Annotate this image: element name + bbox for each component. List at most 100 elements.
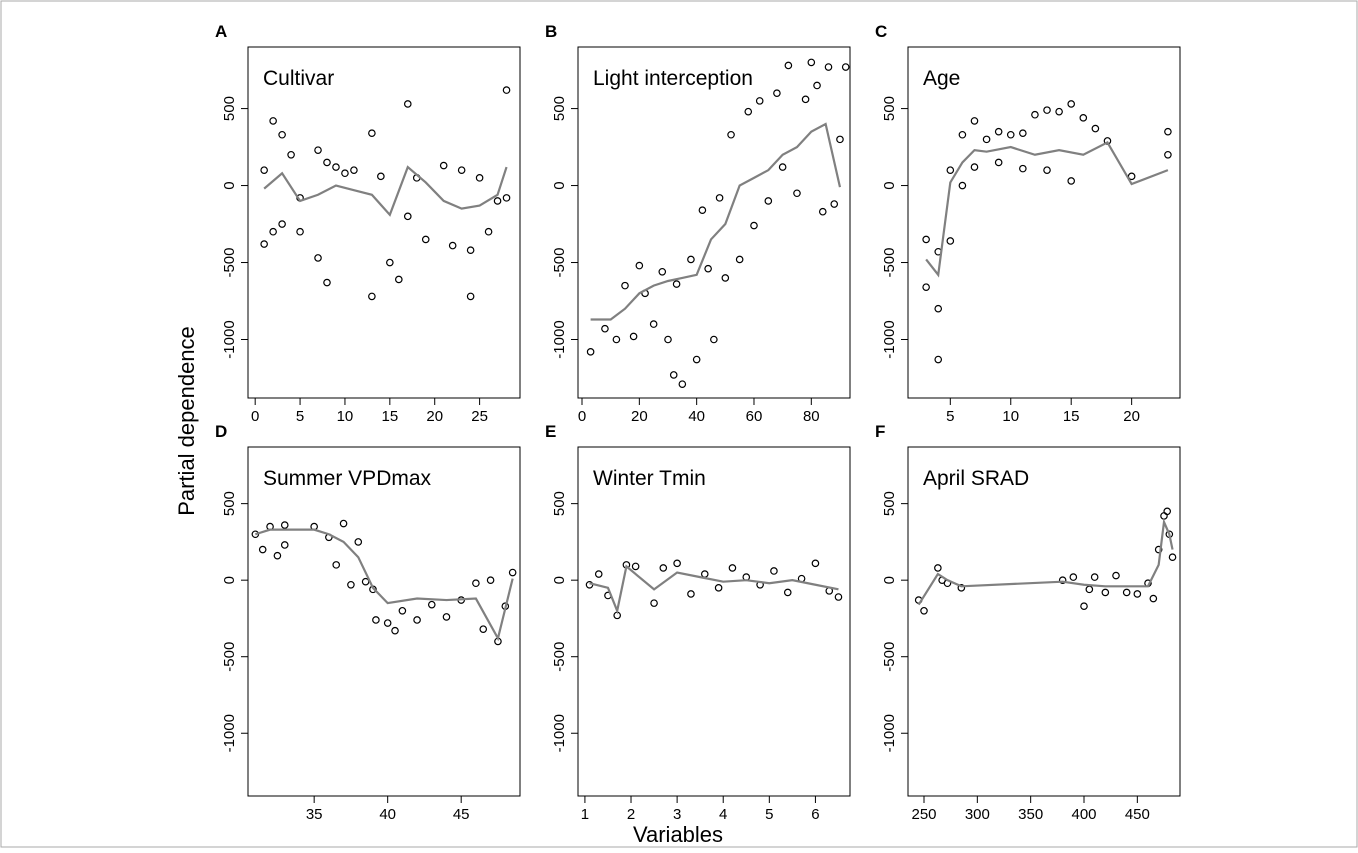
point <box>818 207 827 216</box>
point <box>1164 150 1172 159</box>
point <box>339 519 348 528</box>
point <box>1168 553 1177 562</box>
point <box>372 616 380 624</box>
point <box>296 227 304 236</box>
y-tick-label: 500 <box>551 491 568 516</box>
point <box>714 584 723 592</box>
point <box>764 197 773 205</box>
point <box>479 625 488 633</box>
point <box>773 89 781 97</box>
point <box>970 117 979 125</box>
x-tick-label: 5 <box>765 806 773 823</box>
point <box>727 130 735 139</box>
point <box>946 237 955 245</box>
point <box>1067 100 1076 108</box>
point <box>958 181 967 190</box>
x-tick-label: 250 <box>911 806 936 823</box>
x-tick-label: 5 <box>946 408 954 425</box>
x-tick-label: 0 <box>251 408 259 425</box>
y-tick-label: 0 <box>881 181 898 189</box>
x-tick-label: 80 <box>803 408 820 425</box>
point <box>994 127 1003 136</box>
point <box>1133 590 1142 598</box>
point <box>970 163 979 171</box>
x-tick-label: 20 <box>426 408 443 425</box>
point <box>1164 127 1172 136</box>
point <box>323 278 331 287</box>
point <box>770 567 778 575</box>
point <box>658 267 667 276</box>
point <box>594 570 603 578</box>
point <box>672 280 681 288</box>
point <box>778 163 787 171</box>
x-tick-label: 10 <box>337 408 354 425</box>
point <box>784 61 793 70</box>
point <box>1154 545 1163 554</box>
x-tick-label: 60 <box>746 408 763 425</box>
point <box>323 158 331 167</box>
point <box>1031 110 1039 119</box>
x-tick-label: 0 <box>578 408 586 425</box>
panel-title: Summer VPDmax <box>263 467 432 490</box>
y-tick-label: 0 <box>221 576 238 584</box>
y-tick-label: 500 <box>221 96 238 121</box>
point <box>673 559 681 568</box>
panel-label: B <box>545 22 557 41</box>
point <box>958 130 967 139</box>
point <box>631 562 640 571</box>
panel-label: E <box>545 422 556 441</box>
pd-line <box>590 122 842 321</box>
point <box>413 616 421 624</box>
x-tick-label: 4 <box>719 806 727 823</box>
point <box>834 593 843 601</box>
x-tick-label: 6 <box>811 806 819 823</box>
y-tick-label: -500 <box>551 248 568 278</box>
x-axis-label: Variables <box>633 822 723 847</box>
point <box>1043 106 1051 114</box>
point <box>403 212 412 221</box>
point <box>1112 571 1120 580</box>
plot-frame <box>247 446 521 797</box>
point <box>813 81 821 90</box>
point <box>383 619 392 627</box>
y-tick-label: -1000 <box>881 714 898 752</box>
point <box>1043 166 1051 174</box>
x-tick-label: 35 <box>306 806 323 823</box>
plot-frame <box>577 446 851 797</box>
point <box>836 135 844 144</box>
point <box>314 254 322 262</box>
x-tick-label: 1 <box>581 806 589 823</box>
point <box>260 166 268 174</box>
point <box>586 348 595 356</box>
point <box>687 255 695 264</box>
y-tick-label: -1000 <box>551 320 568 358</box>
point <box>1058 576 1067 584</box>
point <box>841 63 850 71</box>
point <box>659 564 668 572</box>
pd-line <box>925 140 1169 278</box>
y-tick-label: -500 <box>221 248 238 278</box>
x-tick-label: 10 <box>1002 408 1019 425</box>
point <box>280 541 289 549</box>
point <box>755 97 764 105</box>
point <box>811 559 820 568</box>
point <box>824 63 833 71</box>
x-tick-label: 15 <box>381 408 398 425</box>
x-tick-label: 450 <box>1125 806 1150 823</box>
panel-label: F <box>875 422 885 441</box>
y-tick-label: -500 <box>881 642 898 672</box>
y-tick-label: -1000 <box>221 714 238 752</box>
point <box>715 194 724 202</box>
point <box>1019 129 1027 138</box>
y-tick-label: -500 <box>221 642 238 672</box>
panel-title: Cultivar <box>263 67 334 90</box>
point <box>934 564 942 572</box>
point <box>457 166 466 174</box>
point <box>1055 107 1063 116</box>
x-tick-label: 300 <box>965 806 990 823</box>
plot-frame <box>907 46 1181 399</box>
y-tick-label: -500 <box>551 642 568 672</box>
panel-title: Winter Tmin <box>593 467 706 490</box>
y-tick-label: 500 <box>551 96 568 121</box>
